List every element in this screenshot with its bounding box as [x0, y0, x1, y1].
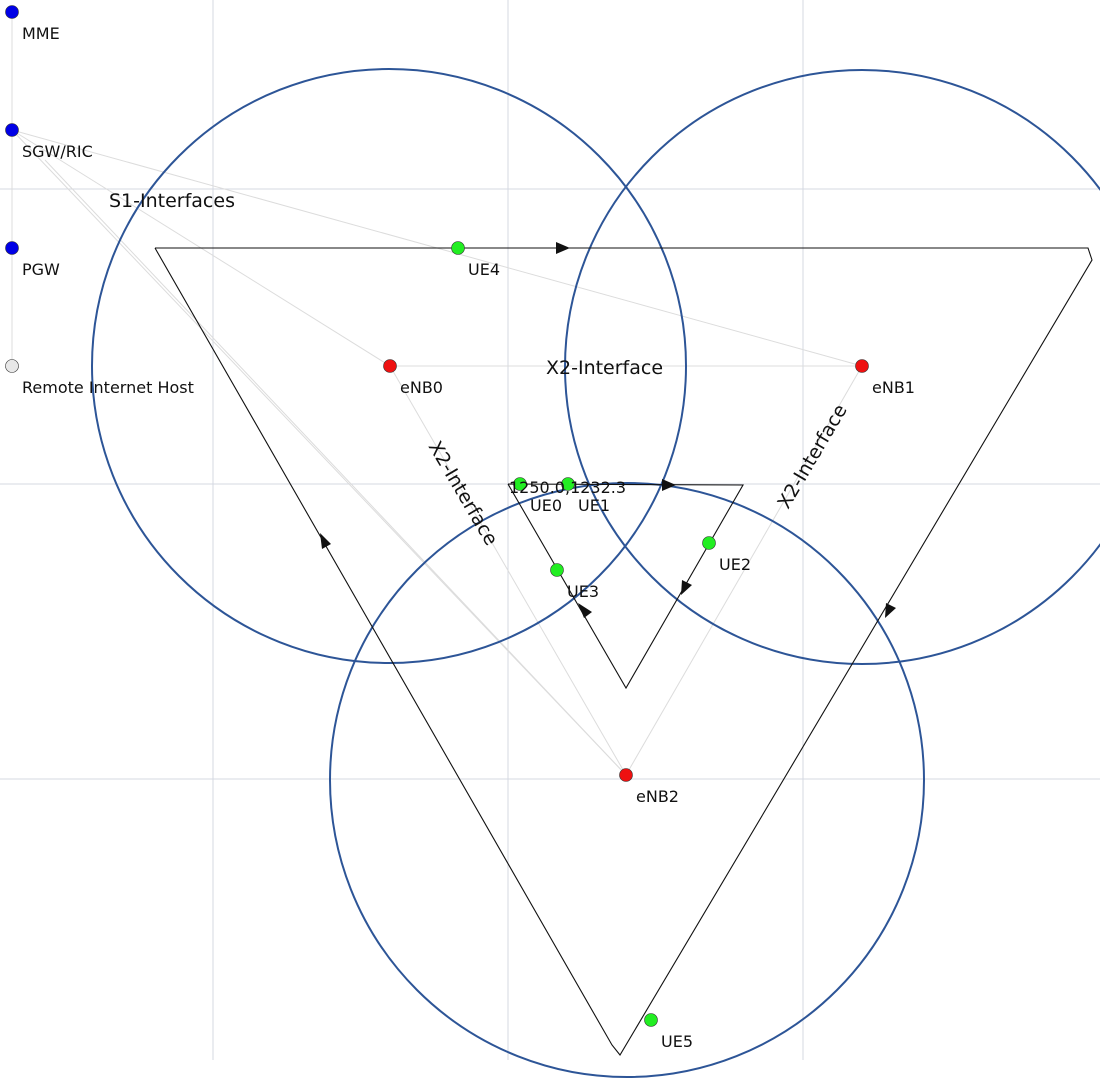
direction-arrow [320, 533, 331, 549]
enb2-coverage-circle [329, 482, 925, 1078]
x2-link-enb0-enb2 [389, 365, 627, 776]
mobility-paths [154, 242, 1093, 1056]
enb0-coverage-circle [91, 68, 687, 664]
direction-arrow [885, 603, 896, 618]
ue0-label: UE0 [530, 496, 562, 515]
ue0-node[interactable] [513, 477, 527, 491]
s1-link-enb2 [11, 129, 627, 776]
ue3-node[interactable] [550, 563, 564, 577]
enb1-node[interactable] [855, 359, 869, 373]
enodebs: eNB0 eNB1 eNB2 [383, 359, 915, 806]
enb1-label: eNB1 [872, 378, 915, 397]
x2-link-enb1-enb2 [625, 365, 863, 776]
enb1-coverage-circle [564, 69, 1100, 665]
pgw-node[interactable] [5, 241, 19, 255]
remote-host-node[interactable] [5, 359, 19, 373]
pgw-label: PGW [22, 260, 60, 279]
mme-label: MME [22, 24, 60, 43]
direction-arrow [578, 603, 592, 618]
x2-interface-label-top: X2-Interface [546, 357, 663, 379]
coordinate-readout: 1250.0,1232.3 [509, 478, 626, 497]
outer-mobility-path [154, 247, 1093, 1056]
ue2-label: UE2 [719, 555, 751, 574]
sgw-node[interactable] [5, 123, 19, 137]
core-network: MME SGW/RIC PGW Remote Internet Host [5, 5, 194, 397]
ue4-node[interactable] [451, 241, 465, 255]
ue5-label: UE5 [661, 1032, 693, 1051]
annotations: S1-Interfaces X2-Interface X2-Interface … [109, 190, 852, 549]
direction-arrow [681, 580, 692, 595]
enb2-node[interactable] [619, 768, 633, 782]
enb2-label: eNB2 [636, 787, 679, 806]
direction-arrow [556, 242, 570, 254]
x2-interface-label-right: X2-Interface [773, 401, 851, 513]
enb0-label: eNB0 [400, 378, 443, 397]
ue5-node[interactable] [644, 1013, 658, 1027]
enb0-node[interactable] [383, 359, 397, 373]
ue4-label: UE4 [468, 260, 500, 279]
s1-interfaces-label: S1-Interfaces [109, 190, 235, 212]
ue1-node[interactable] [561, 477, 575, 491]
remote-host-label: Remote Internet Host [22, 378, 194, 397]
ue3-label: UE3 [567, 582, 599, 601]
user-equipment: UE4 UE0 UE1 UE2 UE3 UE5 [451, 241, 751, 1051]
ue1-label: UE1 [578, 496, 610, 515]
direction-arrow [662, 479, 676, 491]
cell-coverage [91, 68, 1100, 1078]
mme-node[interactable] [5, 5, 19, 19]
sgw-label: SGW/RIC [22, 142, 93, 161]
s1-link-enb2-alt [44, 159, 627, 776]
ue2-node[interactable] [702, 536, 716, 550]
